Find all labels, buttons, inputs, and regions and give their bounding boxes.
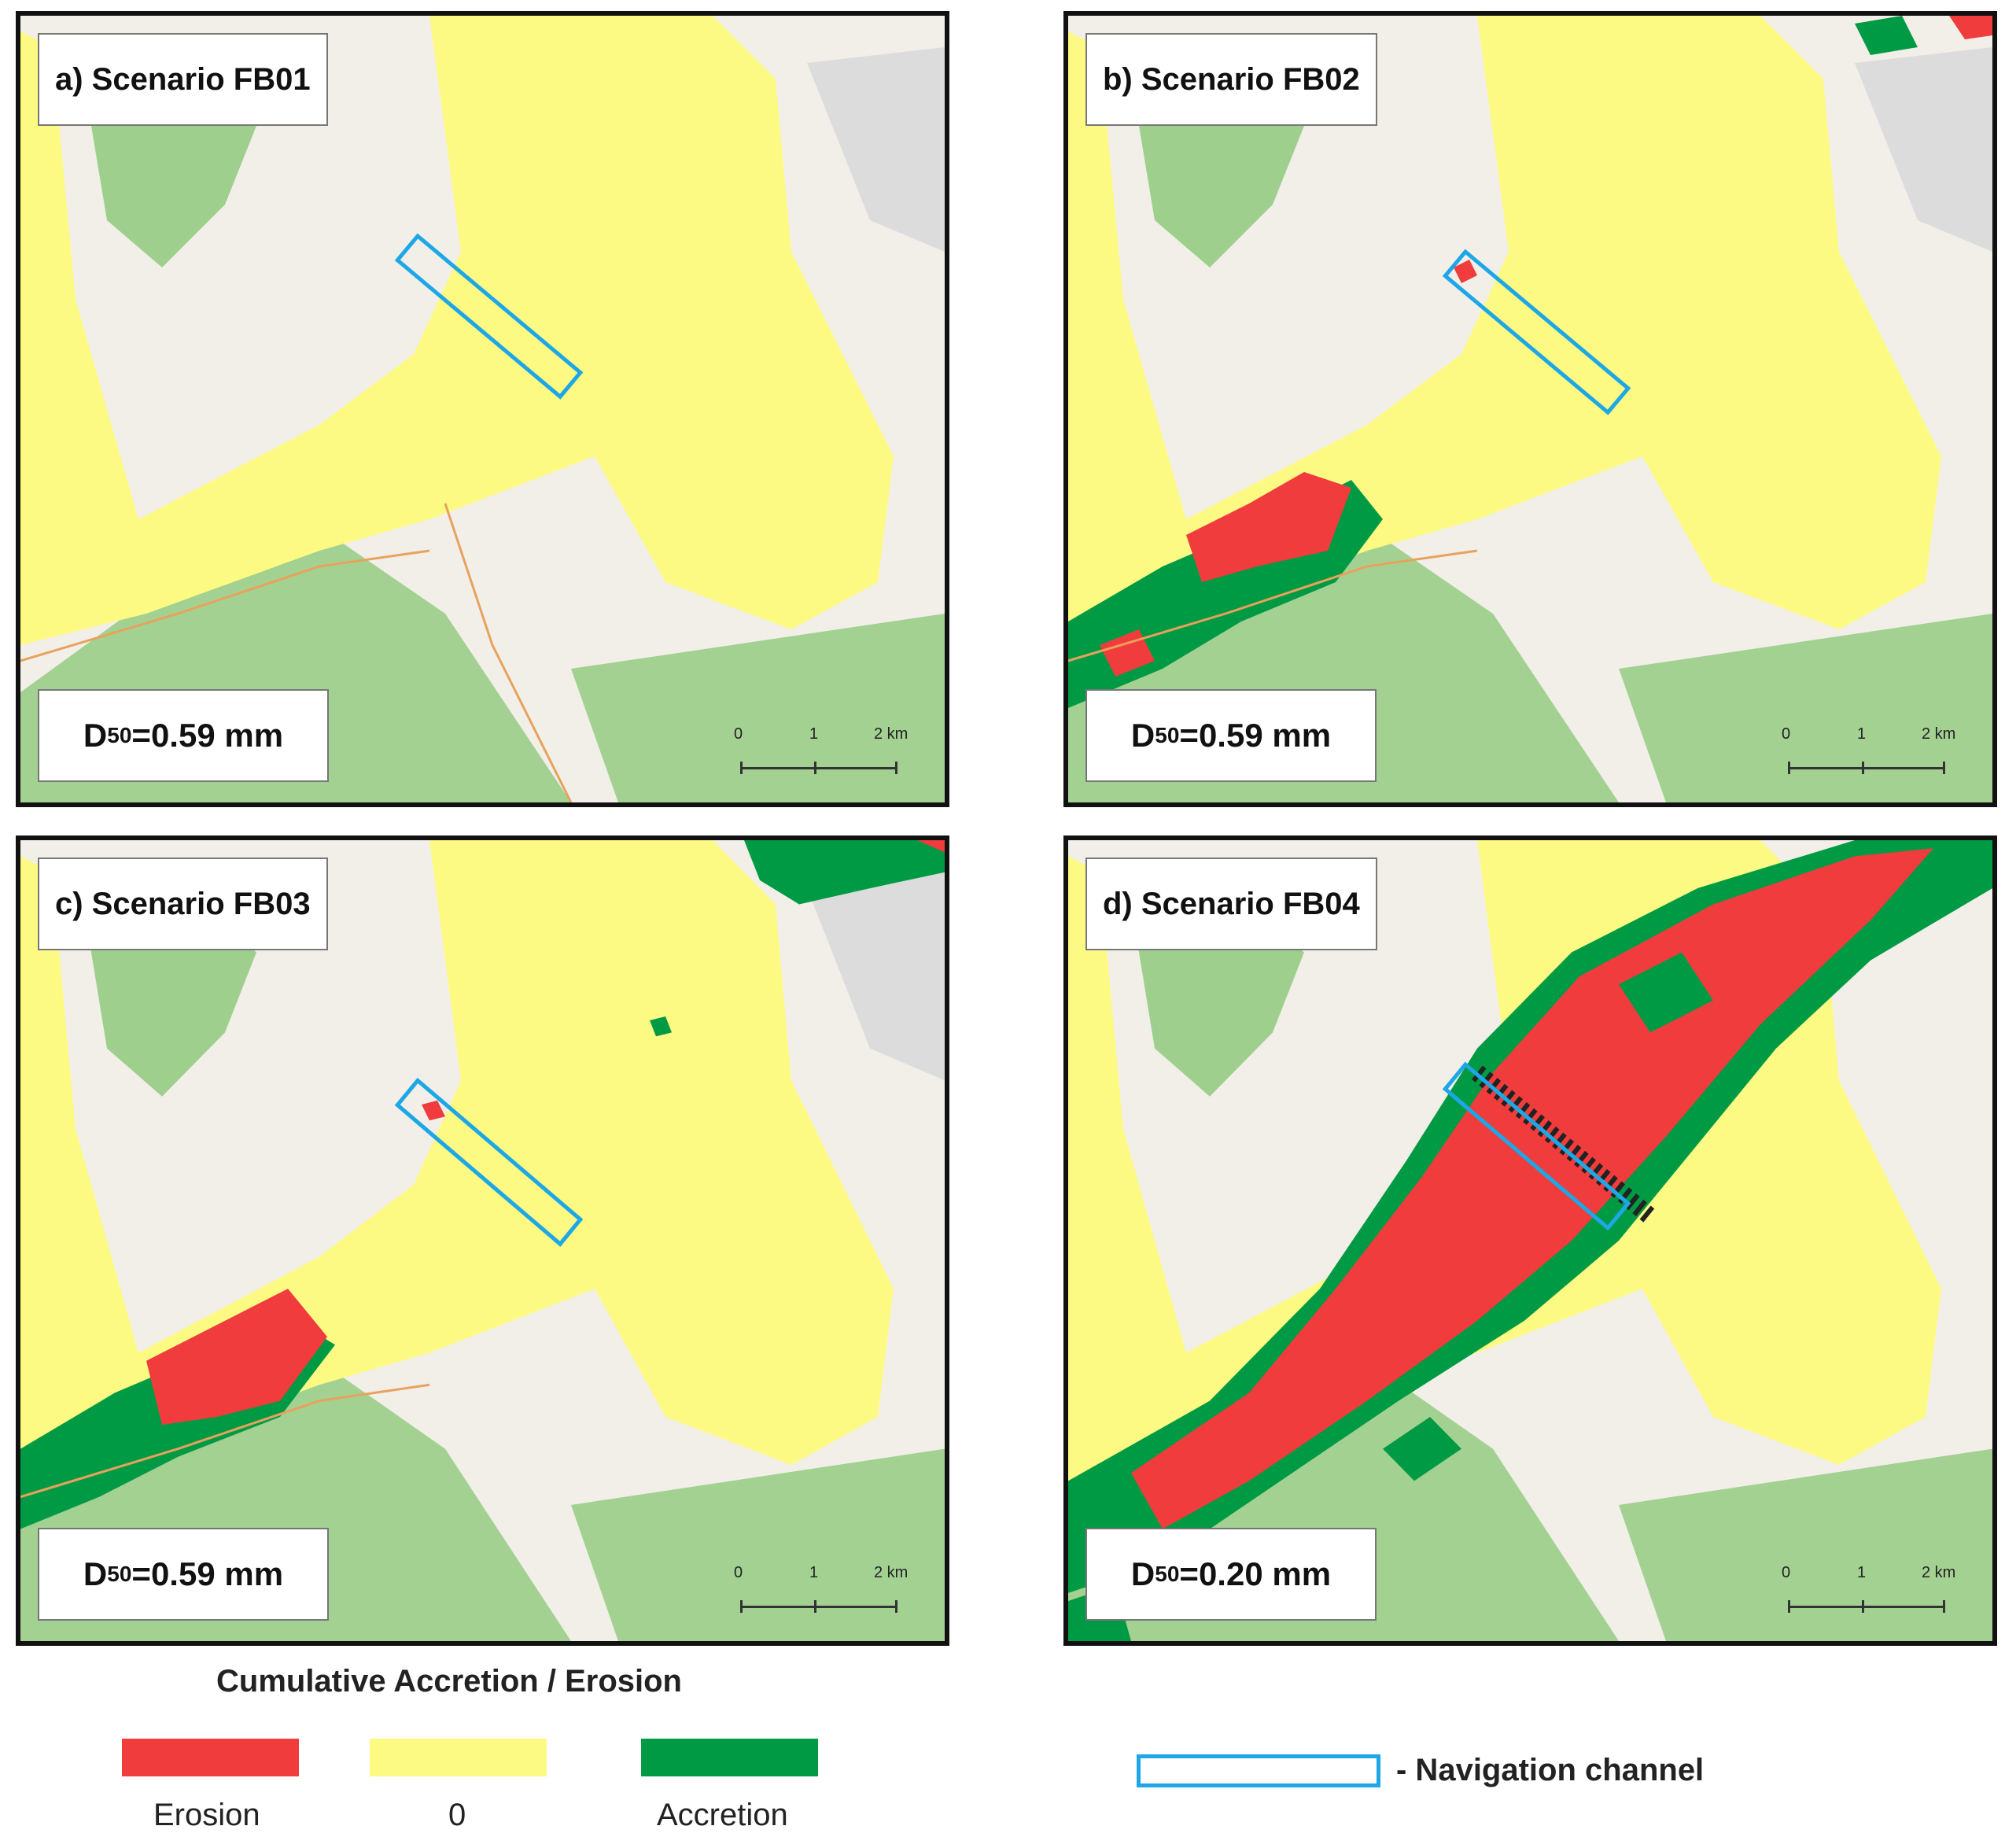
scale-bar: 0 1 2 km	[732, 725, 913, 780]
d50-value: =0.20 mm	[1179, 1555, 1332, 1592]
d50-label: D 50 =0.20 mm	[1085, 1528, 1377, 1621]
d50-subscript: 50	[1155, 723, 1180, 747]
legend-label-erosion: Erosion	[153, 1798, 260, 1832]
scale-bar: 0 1 2 km	[732, 1564, 913, 1619]
scenario-title: a) Scenario FB01	[38, 33, 328, 126]
legend-swatch-erosion	[122, 1739, 299, 1776]
d50-subscript: 50	[107, 1562, 132, 1586]
map-fb04	[1068, 840, 1992, 1641]
legend-label-navigation-channel: - Navigation channel	[1396, 1753, 1705, 1787]
d50-subscript: 50	[107, 723, 132, 747]
scale-tick-0: 0	[1782, 1564, 1791, 1581]
map-panel-fb02: b) Scenario FB02 D 50 =0.59 mm 0 1 2 km	[1063, 11, 1997, 807]
map-fb03	[20, 840, 945, 1641]
legend-label-zero: 0	[448, 1798, 466, 1832]
scale-tick-2: 2 km	[874, 1564, 909, 1581]
map-panel-fb04: d) Scenario FB04 D 50 =0.20 mm 0 1 2 km	[1063, 835, 1997, 1646]
legend-swatch-navigation-channel	[1137, 1754, 1380, 1787]
d50-value: =0.59 mm	[131, 1555, 284, 1592]
scale-tick-0: 0	[734, 1564, 743, 1581]
scale-tick-1: 1	[1857, 725, 1867, 743]
d50-label: D 50 =0.59 mm	[38, 1528, 329, 1621]
scale-tick-2: 2 km	[1922, 725, 1956, 743]
scenario-title: b) Scenario FB02	[1085, 33, 1377, 126]
scale-tick-0: 0	[1782, 725, 1791, 743]
scale-bar: 0 1 2 km	[1780, 725, 1961, 780]
scale-tick-1: 1	[1857, 1564, 1867, 1581]
map-panel-fb01: a) Scenario FB01 D 50 =0.59 mm 0 1 2 km	[16, 11, 949, 807]
d50-prefix: D	[1130, 1555, 1155, 1592]
d50-value: =0.59 mm	[1179, 717, 1332, 754]
map-fb01	[20, 16, 945, 802]
scale-tick-2: 2 km	[874, 725, 909, 743]
legend-swatch-zero	[370, 1739, 547, 1776]
d50-prefix: D	[83, 717, 108, 754]
legend-swatch-accretion	[641, 1739, 818, 1776]
d50-label: D 50 =0.59 mm	[38, 689, 329, 782]
legend-label-accretion: Accretion	[657, 1798, 788, 1832]
d50-label: D 50 =0.59 mm	[1085, 689, 1377, 782]
scenario-title: c) Scenario FB03	[38, 858, 328, 950]
scale-tick-0: 0	[734, 725, 743, 743]
d50-prefix: D	[1130, 717, 1155, 754]
d50-subscript: 50	[1155, 1562, 1180, 1586]
d50-value: =0.59 mm	[131, 717, 284, 754]
map-panel-fb03: c) Scenario FB03 D 50 =0.59 mm 0 1 2 km	[16, 835, 949, 1646]
scale-tick-1: 1	[809, 725, 819, 743]
scale-tick-2: 2 km	[1922, 1564, 1956, 1581]
d50-prefix: D	[83, 1555, 108, 1592]
legend-title: Cumulative Accretion / Erosion	[216, 1664, 682, 1699]
map-fb02	[1068, 16, 1992, 802]
scenario-title: d) Scenario FB04	[1085, 858, 1377, 950]
scale-bar: 0 1 2 km	[1780, 1564, 1961, 1619]
scale-tick-1: 1	[809, 1564, 819, 1581]
